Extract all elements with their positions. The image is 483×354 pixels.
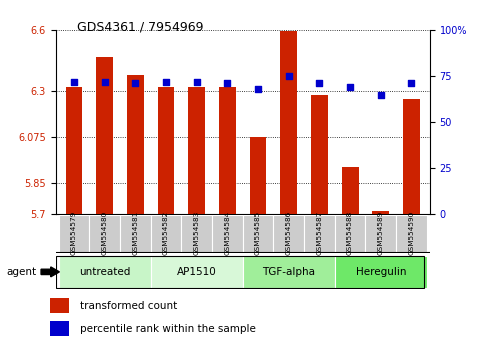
Point: [254, 86, 262, 92]
Bar: [250, 137, 267, 214]
Text: GSM554580: GSM554580: [101, 211, 108, 255]
Bar: [181, 215, 212, 253]
Point: [193, 79, 200, 85]
Point: [162, 79, 170, 85]
Text: AP1510: AP1510: [177, 267, 216, 277]
Text: agent: agent: [6, 267, 36, 277]
Text: Heregulin: Heregulin: [355, 267, 406, 277]
Text: GSM554583: GSM554583: [194, 211, 199, 255]
Bar: [403, 99, 420, 214]
Bar: [151, 215, 181, 253]
Point: [224, 81, 231, 86]
Bar: [58, 215, 89, 253]
Point: [131, 81, 139, 86]
Bar: [311, 95, 328, 214]
Point: [377, 92, 384, 97]
Bar: [219, 87, 236, 214]
Text: GSM554589: GSM554589: [378, 211, 384, 255]
Bar: [396, 215, 427, 253]
Text: GSM554582: GSM554582: [163, 211, 169, 255]
Text: GSM554586: GSM554586: [286, 211, 292, 255]
Bar: [335, 256, 427, 288]
Text: GSM554581: GSM554581: [132, 211, 138, 255]
Text: GSM554585: GSM554585: [255, 211, 261, 255]
Bar: [212, 215, 243, 253]
Bar: [50, 298, 69, 313]
Bar: [151, 256, 243, 288]
Point: [70, 79, 78, 85]
Bar: [335, 215, 366, 253]
Text: untreated: untreated: [79, 267, 130, 277]
Bar: [341, 167, 358, 214]
Bar: [58, 256, 151, 288]
Text: percentile rank within the sample: percentile rank within the sample: [81, 324, 256, 334]
Bar: [280, 31, 297, 214]
Text: GSM554588: GSM554588: [347, 211, 353, 255]
Bar: [243, 215, 273, 253]
Bar: [188, 87, 205, 214]
Bar: [89, 215, 120, 253]
Text: transformed count: transformed count: [81, 301, 178, 311]
Bar: [96, 57, 113, 214]
Text: GSM554590: GSM554590: [409, 211, 414, 255]
Bar: [50, 321, 69, 336]
Bar: [304, 215, 335, 253]
Bar: [372, 211, 389, 214]
Bar: [127, 75, 144, 214]
Text: TGF-alpha: TGF-alpha: [262, 267, 315, 277]
Bar: [157, 87, 174, 214]
Point: [346, 84, 354, 90]
Bar: [243, 256, 335, 288]
Text: GSM554579: GSM554579: [71, 211, 77, 255]
Bar: [66, 87, 83, 214]
Point: [315, 81, 323, 86]
Bar: [273, 215, 304, 253]
Point: [285, 73, 293, 79]
Text: GSM554587: GSM554587: [316, 211, 323, 255]
Bar: [366, 215, 396, 253]
Bar: [120, 215, 151, 253]
Point: [101, 79, 109, 85]
Text: GDS4361 / 7954969: GDS4361 / 7954969: [77, 21, 204, 34]
Point: [408, 81, 415, 86]
Text: GSM554584: GSM554584: [225, 211, 230, 255]
